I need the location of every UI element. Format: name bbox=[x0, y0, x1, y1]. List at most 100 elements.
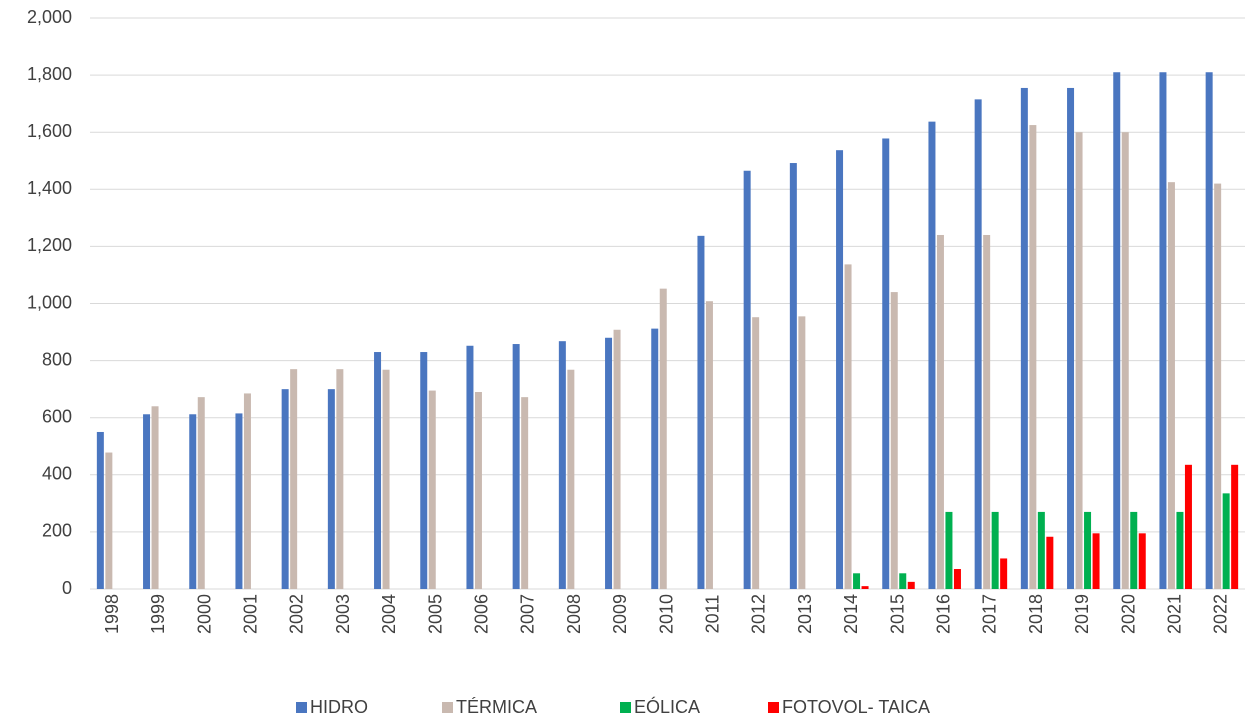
y-tick-label: 200 bbox=[42, 521, 72, 541]
bar bbox=[189, 414, 197, 589]
bar bbox=[1075, 132, 1083, 589]
x-tick-label: 1998 bbox=[102, 594, 122, 634]
bar bbox=[382, 369, 390, 589]
bar bbox=[836, 150, 844, 589]
bar bbox=[752, 317, 760, 589]
bar bbox=[1231, 464, 1239, 589]
bar bbox=[974, 99, 982, 590]
bar bbox=[466, 345, 474, 589]
x-tick-label: 1999 bbox=[148, 594, 168, 634]
legend-swatch bbox=[620, 702, 631, 713]
x-tick-label: 2020 bbox=[1118, 594, 1138, 634]
bar bbox=[907, 581, 915, 589]
y-tick-label: 1,000 bbox=[27, 292, 72, 312]
bar bbox=[945, 511, 953, 589]
bar bbox=[853, 573, 861, 589]
bar bbox=[953, 569, 961, 589]
x-tick-label: 2003 bbox=[333, 594, 353, 634]
x-tick-label: 2010 bbox=[656, 594, 676, 634]
bar bbox=[420, 352, 428, 589]
bar bbox=[521, 397, 529, 589]
bar bbox=[558, 341, 566, 589]
bar bbox=[1138, 533, 1146, 589]
legend-swatch bbox=[296, 702, 307, 713]
x-tick-label: 2002 bbox=[287, 594, 307, 634]
bar bbox=[1214, 183, 1222, 589]
bar bbox=[243, 393, 251, 589]
bar bbox=[151, 406, 159, 589]
bar bbox=[798, 316, 806, 589]
bar bbox=[861, 586, 869, 589]
bar bbox=[1067, 87, 1075, 589]
x-tick-label: 2000 bbox=[194, 594, 214, 634]
bar bbox=[374, 352, 382, 589]
x-tick-label: 2015 bbox=[887, 594, 907, 634]
x-tick-label: 2007 bbox=[518, 594, 538, 634]
bar bbox=[96, 431, 104, 589]
bar bbox=[928, 121, 936, 589]
bar bbox=[844, 264, 852, 589]
x-tick-label: 2005 bbox=[425, 594, 445, 634]
bar bbox=[1084, 511, 1092, 589]
x-tick-label: 2018 bbox=[1026, 594, 1046, 634]
x-tick-label: 2014 bbox=[841, 594, 861, 634]
bar bbox=[1113, 72, 1121, 590]
legend-label: FOTOVOL- TAICA bbox=[782, 697, 930, 717]
bar bbox=[983, 234, 991, 590]
legend-label: TÉRMICA bbox=[456, 697, 537, 717]
bar bbox=[281, 389, 289, 589]
y-tick-label: 1,800 bbox=[27, 64, 72, 84]
bar bbox=[1184, 464, 1192, 589]
bar bbox=[143, 414, 151, 589]
bar bbox=[1167, 182, 1175, 589]
bar bbox=[1176, 511, 1184, 589]
y-tick-label: 1,400 bbox=[27, 178, 72, 198]
bar bbox=[1130, 511, 1138, 589]
legend-label: EÓLICA bbox=[634, 696, 700, 717]
bar bbox=[1121, 132, 1129, 589]
y-tick-label: 600 bbox=[42, 406, 72, 426]
y-tick-label: 2,000 bbox=[27, 7, 72, 27]
legend-label: HIDRO bbox=[310, 697, 368, 717]
legend-swatch bbox=[768, 702, 779, 713]
bar bbox=[1046, 536, 1054, 589]
x-tick-label: 2009 bbox=[610, 594, 630, 634]
bar bbox=[474, 392, 482, 589]
bar bbox=[1029, 125, 1037, 589]
bar bbox=[197, 397, 205, 589]
bar bbox=[936, 234, 944, 590]
bar bbox=[743, 170, 751, 589]
bar bbox=[327, 389, 335, 589]
y-tick-label: 400 bbox=[42, 464, 72, 484]
bar bbox=[567, 369, 575, 589]
y-tick-label: 1,200 bbox=[27, 235, 72, 255]
bar bbox=[105, 452, 113, 589]
legend-swatch bbox=[442, 702, 453, 713]
x-tick-label: 2021 bbox=[1164, 594, 1184, 634]
bar bbox=[1159, 72, 1167, 590]
bar bbox=[1092, 533, 1100, 589]
y-tick-label: 800 bbox=[42, 349, 72, 369]
bar bbox=[605, 337, 613, 589]
bar bbox=[991, 511, 999, 589]
bar bbox=[890, 292, 898, 589]
bar bbox=[428, 390, 436, 589]
bar bbox=[651, 328, 659, 589]
x-tick-label: 2012 bbox=[749, 594, 769, 634]
bar bbox=[512, 344, 520, 589]
x-tick-label: 2001 bbox=[240, 594, 260, 634]
y-tick-label: 1,600 bbox=[27, 121, 72, 141]
bar bbox=[613, 329, 621, 589]
x-tick-label: 2004 bbox=[379, 594, 399, 634]
bar bbox=[1020, 87, 1028, 589]
x-tick-label: 2022 bbox=[1211, 594, 1231, 634]
bar bbox=[290, 369, 298, 589]
x-tick-label: 2016 bbox=[933, 594, 953, 634]
bar bbox=[659, 288, 667, 589]
bar bbox=[789, 163, 797, 589]
x-tick-label: 2011 bbox=[702, 595, 722, 634]
x-tick-label: 2017 bbox=[980, 594, 1000, 634]
y-tick-label: 0 bbox=[62, 578, 72, 598]
x-tick-label: 2019 bbox=[1072, 594, 1092, 634]
